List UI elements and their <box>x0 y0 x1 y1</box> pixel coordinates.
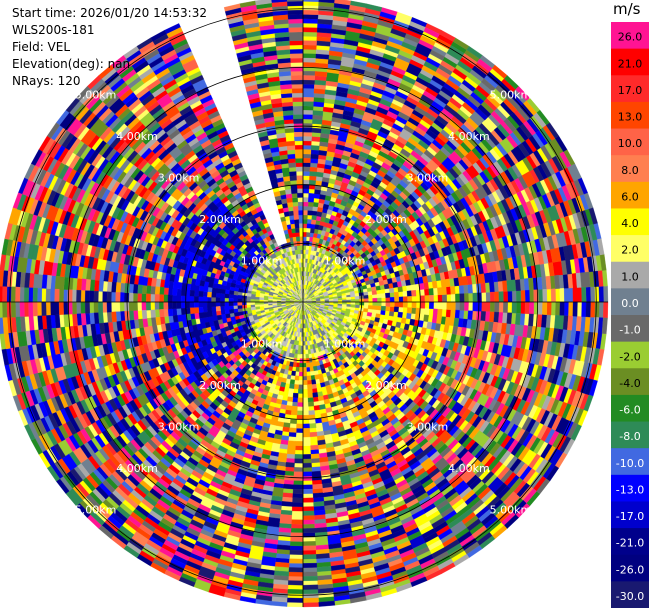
range-ring-label: 1.00km <box>324 338 366 351</box>
colorbar-tick-label: 6.0 <box>621 190 639 203</box>
plot-info: Start time: 2026/01/20 14:53:32 WLS200s-… <box>12 5 207 90</box>
colorbar-swatch <box>611 394 649 423</box>
colorbar-swatch <box>611 208 649 236</box>
range-ring-label: 1.00km <box>241 255 283 268</box>
colorbar-swatch <box>611 368 649 396</box>
elevation-text: Elevation(deg): nan <box>12 57 131 71</box>
colorbar-swatch <box>611 341 649 369</box>
colorbar-swatch <box>611 48 649 76</box>
range-ring-label: 5.00km <box>490 89 532 102</box>
instrument-text: WLS200s-181 <box>12 23 95 37</box>
colorbar-tick-label: 10.0 <box>618 137 643 150</box>
colorbar-tick-label: 4.0 <box>621 217 639 230</box>
range-ring-label: 3.00km <box>407 172 449 185</box>
range-ring-label: 3.00km <box>158 172 200 185</box>
colorbar-swatch <box>611 474 649 502</box>
colorbar-tick-label: 13.0 <box>618 111 643 124</box>
colorbar-tick-label: -2.0 <box>619 350 640 363</box>
colorbar: 26.0 21.0 17.0 13.0 10.0 8.0 6.0 4.0 2.0 1.0 0.0 -1… <box>611 22 649 608</box>
colorbar-swatch <box>611 315 649 343</box>
colorbar-tick-label: -17.0 <box>616 510 644 523</box>
colorbar-tick-label: -1.0 <box>619 324 640 337</box>
range-ring-label: 4.00km <box>448 462 490 475</box>
range-ring-label: 2.00km <box>199 379 241 392</box>
range-ring-label: 3.00km <box>158 420 200 433</box>
colorbar-tick-label: 1.0 <box>621 270 639 283</box>
colorbar-swatch <box>611 528 649 556</box>
range-ring-label: 3.00km <box>407 420 449 433</box>
colorbar-tick-label: 26.0 <box>618 31 643 44</box>
range-ring-label: 4.00km <box>116 130 158 143</box>
colorbar-swatch <box>611 155 649 183</box>
range-ring-label: 4.00km <box>116 462 158 475</box>
field-text: Field: VEL <box>12 40 71 54</box>
colorbar-swatch <box>611 22 649 50</box>
range-ring-label: 4.00km <box>448 130 490 143</box>
colorbar-tick-label: 21.0 <box>618 57 643 70</box>
colorbar-swatch <box>611 581 649 608</box>
colorbar-swatch <box>611 128 649 156</box>
colorbar-tick-label: 2.0 <box>621 244 639 257</box>
range-ring-label: 2.00km <box>199 213 241 226</box>
colorbar-tick-label: -6.0 <box>619 404 640 417</box>
colorbar-tick-label: -8.0 <box>619 430 640 443</box>
colorbar-swatch <box>611 235 649 263</box>
colorbar-swatch <box>611 448 649 476</box>
colorbar-swatch <box>611 554 649 582</box>
range-ring-labels: 1.00km 1.00km 1.00km 1.00km 2.00km 2.00km 2.00… <box>75 89 531 517</box>
colorbar-swatch <box>611 75 649 103</box>
range-ring-label: 1.00km <box>241 338 283 351</box>
range-ring-label: 2.00km <box>365 379 407 392</box>
colorbar-swatch <box>611 501 649 529</box>
colorbar-tick-label: 0.0 <box>621 297 639 310</box>
nrays-text: NRays: 120 <box>12 74 81 88</box>
colorbar-swatch <box>611 261 649 289</box>
range-rings <box>0 0 608 607</box>
colorbar-tick-label: 8.0 <box>621 164 639 177</box>
colorbar-swatch <box>611 101 649 130</box>
colorbar-tick-label: -26.0 <box>616 563 644 576</box>
colorbar-tick-label: -30.0 <box>616 590 644 603</box>
velocity-cells <box>0 0 609 608</box>
colorbar-tick-label: -21.0 <box>616 537 644 550</box>
colorbar-tick-label: -4.0 <box>619 377 640 390</box>
range-ring-label: 5.00km <box>75 503 117 516</box>
velocity-color-band-22 <box>4 0 605 601</box>
colorbar-swatch <box>611 181 649 209</box>
range-ring-label: 5.00km <box>490 503 532 516</box>
colorbar-unit: m/s <box>613 0 641 18</box>
range-ring-label: 2.00km <box>365 213 407 226</box>
colorbar-tick-label: 17.0 <box>618 84 643 97</box>
colorbar-tick-label: -10.0 <box>616 457 644 470</box>
range-ring-label: 5.00km <box>75 89 117 102</box>
colorbar-tick-label: -13.0 <box>616 483 644 496</box>
colorbar-swatch <box>611 288 649 316</box>
colorbar-swatch <box>611 421 649 449</box>
range-ring-label: 1.00km <box>324 255 366 268</box>
start-time-text: Start time: 2026/01/20 14:53:32 <box>12 6 207 20</box>
